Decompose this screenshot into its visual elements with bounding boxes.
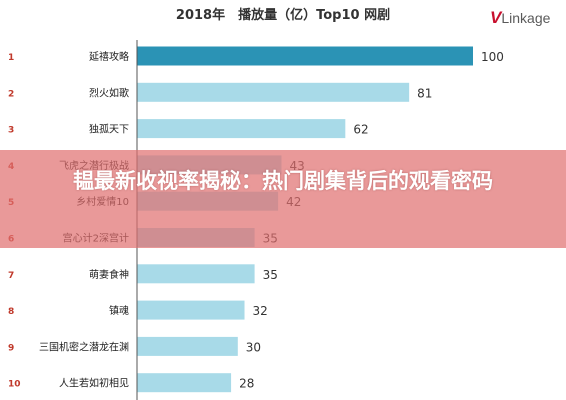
category-label: 萌妻食神 [89, 268, 129, 281]
logo-rest: Linkage [501, 10, 551, 26]
rank-label: 1 [8, 53, 14, 63]
category-label: 镇魂 [109, 304, 129, 317]
chart-title: 2018年 播放量（亿）Top10 网剧 [175, 8, 391, 23]
overlay-headline: 韫最新收视率揭秘：热门剧集背后的观看密码 [73, 169, 493, 193]
value-label: 100 [481, 50, 504, 64]
vlinkage-logo: VLinkage [490, 8, 550, 28]
logo-v: V [490, 8, 502, 27]
rank-label: 2 [8, 89, 14, 99]
category-label: 三国机密之潜龙在渊 [39, 340, 129, 353]
category-label: 延禧攻略 [89, 50, 129, 63]
rank-label: 3 [8, 126, 14, 136]
bar [137, 82, 410, 102]
overlay-banner [0, 150, 566, 248]
bar [137, 336, 238, 356]
value-label: 35 [263, 268, 278, 282]
value-label: 62 [353, 123, 368, 137]
bar [137, 119, 346, 139]
value-label: 30 [246, 340, 261, 354]
bar [137, 264, 255, 284]
category-label: 独孤天下 [89, 123, 129, 136]
rank-label: 8 [8, 307, 14, 317]
rank-label: 10 [8, 380, 21, 390]
category-label: 人生若如初相见 [59, 377, 129, 390]
value-label: 28 [239, 377, 254, 391]
value-label: 32 [253, 304, 268, 318]
value-label: 81 [417, 86, 432, 100]
category-label: 烈火如歌 [89, 86, 129, 99]
rank-label: 7 [8, 271, 14, 281]
rank-label: 9 [8, 343, 14, 353]
bar [137, 373, 232, 393]
bar [137, 300, 245, 320]
bar [137, 46, 473, 66]
